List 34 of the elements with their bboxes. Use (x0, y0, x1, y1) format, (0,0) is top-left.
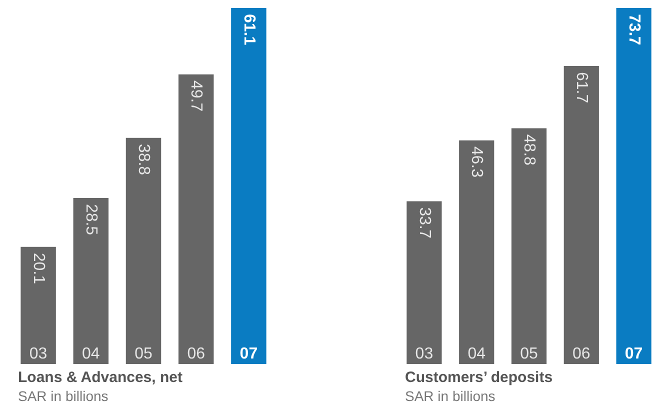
bar (511, 128, 547, 364)
bar (126, 138, 162, 364)
category-label: 04 (82, 345, 100, 362)
category-label: 05 (520, 345, 538, 362)
data-label: 61.1 (240, 14, 258, 46)
category-label: 04 (468, 345, 486, 362)
bar (459, 140, 494, 364)
bar (73, 198, 109, 364)
bar (406, 201, 442, 364)
data-label: 48.8 (520, 134, 538, 166)
text: Customers’ deposits (405, 369, 553, 386)
data-label: 49.7 (188, 80, 205, 112)
category-label: 07 (240, 345, 258, 362)
data-label: 46.3 (468, 146, 486, 178)
data-label: 33.7 (416, 207, 433, 238)
bar (231, 8, 266, 364)
data-label: 38.8 (135, 144, 152, 176)
data-label: 61.7 (572, 72, 590, 104)
text: SAR in billions (18, 388, 108, 404)
bar (616, 8, 652, 364)
category-label: 06 (187, 345, 205, 362)
category-label: 03 (29, 345, 48, 362)
category-label: 05 (134, 345, 152, 362)
data-label: 28.5 (82, 204, 100, 236)
data-label: 73.7 (625, 14, 642, 46)
category-label: 06 (572, 345, 590, 362)
bar (564, 66, 599, 364)
bar (178, 74, 214, 364)
category-label: 03 (415, 345, 434, 362)
data-label: 20.1 (30, 252, 47, 284)
category-label: 07 (624, 345, 643, 362)
text: SAR in billions (405, 388, 496, 404)
bar (20, 246, 56, 364)
text: Loans & Advances, net (18, 369, 182, 386)
